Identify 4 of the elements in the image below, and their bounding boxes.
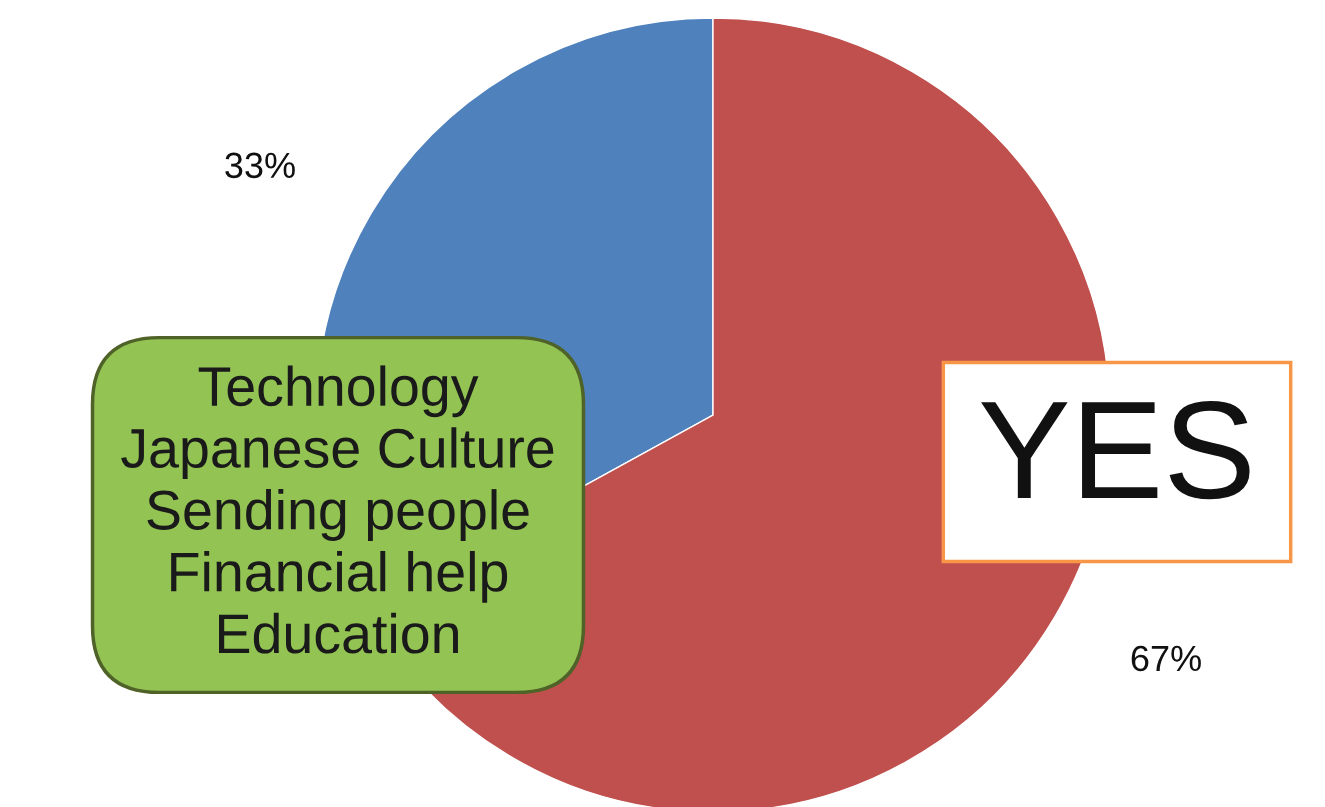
text: Technology Japanese Culture Sending people Financial help Education xyxy=(121,365,554,654)
data-label: 67% xyxy=(1131,645,1201,672)
slice-label: YES xyxy=(981,400,1250,500)
data-label: 33% xyxy=(225,152,295,179)
